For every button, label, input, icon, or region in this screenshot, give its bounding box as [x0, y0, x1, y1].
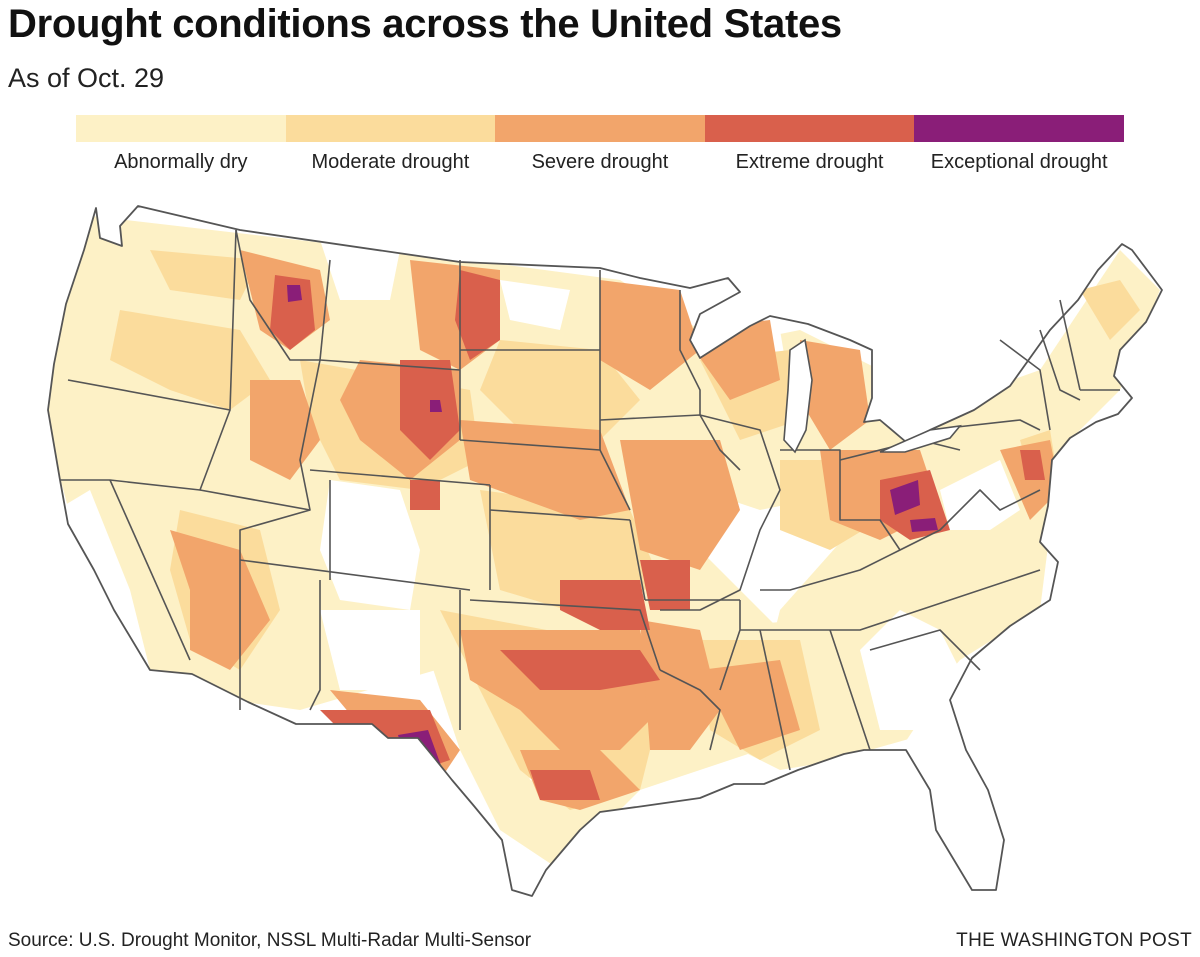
legend: Abnormally dry Moderate drought Severe d…	[76, 115, 1124, 174]
lake-erie	[879, 424, 962, 453]
legend-swatch-exceptional-drought	[914, 115, 1124, 142]
legend-swatch-abnormally-dry	[76, 115, 286, 142]
legend-swatch-severe-drought	[495, 115, 705, 142]
page-subtitle: As of Oct. 29	[8, 63, 165, 93]
legend-label-severe-drought: Severe drought	[531, 151, 669, 173]
publisher-credit: THE WASHINGTON POST	[956, 930, 1192, 951]
drought-map	[47, 205, 1163, 897]
legend-bar	[76, 115, 1124, 142]
state-borders	[60, 229, 1120, 771]
legend-label-abnormally-dry: Abnormally dry	[114, 151, 248, 173]
legend-swatch-extreme-drought	[704, 115, 915, 142]
drought-layers	[48, 210, 1160, 890]
legend-label-moderate-drought: Moderate drought	[311, 151, 470, 173]
legend-swatch-moderate-drought	[285, 115, 496, 142]
us-outline	[47, 205, 1163, 897]
legend-label-extreme-drought: Extreme drought	[735, 151, 884, 173]
source-note: Source: U.S. Drought Monitor, NSSL Multi…	[8, 930, 532, 951]
legend-label-exceptional-drought: Exceptional drought	[930, 151, 1108, 173]
lake-michigan	[783, 338, 813, 454]
page-title: Drought conditions across the United Sta…	[8, 2, 842, 46]
legend-labels: Abnormally dry Moderate drought Severe d…	[76, 150, 1124, 174]
